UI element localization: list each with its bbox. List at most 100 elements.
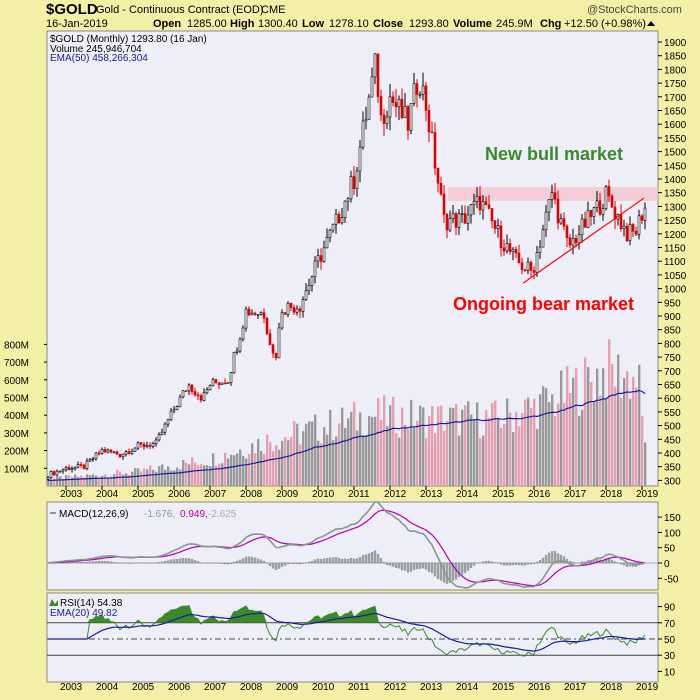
volume-tick-label: 100M	[4, 464, 29, 475]
volume-bar	[164, 469, 167, 486]
volume-bar	[611, 363, 614, 486]
volume-bar	[242, 455, 245, 486]
rsi-tick-label: 90	[664, 603, 676, 614]
quote-bar: Open 1285.00 High 1300.40 Low 1278.10 Cl…	[153, 18, 655, 30]
price-tick-label: 1850	[664, 52, 687, 63]
volume-bar	[509, 412, 512, 486]
macd-histogram-bar	[244, 556, 248, 564]
price-tick-label: 1650	[664, 107, 687, 118]
high-label: High	[230, 18, 255, 30]
volume-bar	[419, 405, 422, 486]
candlestick	[625, 223, 629, 243]
macd-histogram-bar	[421, 562, 425, 569]
candlestick	[580, 214, 584, 243]
open-value: 1285.00	[187, 18, 227, 30]
candlestick	[286, 301, 290, 318]
candlestick	[568, 233, 572, 249]
candlestick	[478, 186, 482, 216]
candlestick	[376, 53, 380, 103]
candlestick	[55, 469, 59, 476]
volume-label: Volume	[453, 18, 492, 30]
volume-tick-label: 200M	[4, 447, 29, 458]
macd-histogram-value: -2.625	[208, 509, 237, 520]
candlestick	[397, 95, 401, 121]
macd-histogram-bar	[112, 561, 116, 564]
macd-histogram-bar	[391, 562, 395, 567]
candlestick	[46, 476, 50, 481]
macd-histogram-bar	[424, 562, 428, 570]
macd-histogram-bar	[331, 557, 335, 564]
candlestick	[427, 104, 431, 142]
candlestick	[601, 203, 605, 221]
macd-tick-label: 150	[664, 513, 681, 524]
macd-histogram-bar	[604, 558, 608, 564]
candlestick	[280, 309, 284, 330]
volume-bar	[317, 440, 320, 486]
volume-bar	[254, 453, 257, 486]
volume-bar	[584, 357, 587, 486]
candlestick	[235, 347, 239, 355]
candlestick	[310, 275, 314, 292]
x-tick-label-bottom: 2010	[312, 682, 335, 693]
price-legend: $GOLD (Monthly) 1293.80 (16 Jan)	[50, 34, 207, 45]
candlestick	[496, 218, 500, 238]
candlestick	[73, 466, 77, 471]
volume-bar	[500, 427, 503, 486]
rsi-icon	[49, 599, 58, 606]
volume-bar	[515, 412, 518, 486]
candlestick	[301, 296, 305, 318]
macd-histogram-bar	[253, 557, 257, 564]
volume-bar	[95, 475, 98, 486]
macd-histogram-bar	[88, 561, 92, 564]
volume-bar	[551, 394, 554, 486]
price-tick-label: 850	[664, 326, 681, 337]
volume-bar	[131, 471, 134, 486]
x-tick-label: 2009	[276, 489, 299, 500]
candlestick	[226, 382, 230, 384]
macd-tick-label: 0	[664, 559, 670, 570]
volume-bar	[161, 464, 164, 486]
macd-histogram-bar	[511, 562, 515, 566]
candlestick	[160, 428, 164, 436]
macd-histogram-bar	[529, 562, 533, 565]
x-tick-label: 2006	[168, 489, 191, 500]
price-tick-label: 1400	[664, 175, 687, 186]
volume-bar	[521, 412, 524, 486]
candlestick	[535, 245, 539, 277]
candlestick	[550, 184, 554, 209]
candlestick	[337, 211, 341, 224]
volume-bar	[296, 423, 299, 486]
volume-bar	[356, 430, 359, 486]
candlestick	[460, 205, 464, 223]
volume-bar	[641, 416, 644, 486]
candlestick	[382, 108, 386, 136]
candlestick	[178, 394, 182, 408]
candlestick	[130, 448, 134, 455]
x-tick-label: 2013	[420, 489, 443, 500]
volume-bar	[575, 368, 578, 486]
candlestick	[538, 240, 542, 259]
volume-bar	[374, 416, 377, 486]
x-tick-label: 2016	[528, 489, 551, 500]
volume-bar	[512, 432, 515, 486]
volume-bar	[227, 458, 230, 486]
macd-value: -1.676,	[144, 509, 175, 520]
volume-bar	[263, 453, 266, 486]
candlestick	[433, 122, 437, 175]
volume-bar	[398, 437, 401, 486]
macd-histogram-bar	[595, 558, 599, 564]
x-tick-label-bottom: 2009	[276, 682, 299, 693]
stockcharts-brand[interactable]: @StockCharts.com	[587, 4, 682, 16]
macd-histogram-bar	[256, 558, 260, 564]
candlestick	[373, 53, 377, 85]
macd-histogram-bar	[361, 555, 365, 564]
volume-bar	[437, 406, 440, 486]
rsi-tick-label: 10	[664, 667, 676, 678]
price-tick-label: 900	[664, 312, 681, 323]
volume-bar	[50, 479, 53, 486]
candlestick	[637, 209, 641, 240]
x-tick-label: 2008	[240, 489, 263, 500]
volume-bar	[581, 409, 584, 486]
candlestick	[424, 82, 428, 122]
annotation-bull-market: New bull market	[485, 144, 623, 164]
